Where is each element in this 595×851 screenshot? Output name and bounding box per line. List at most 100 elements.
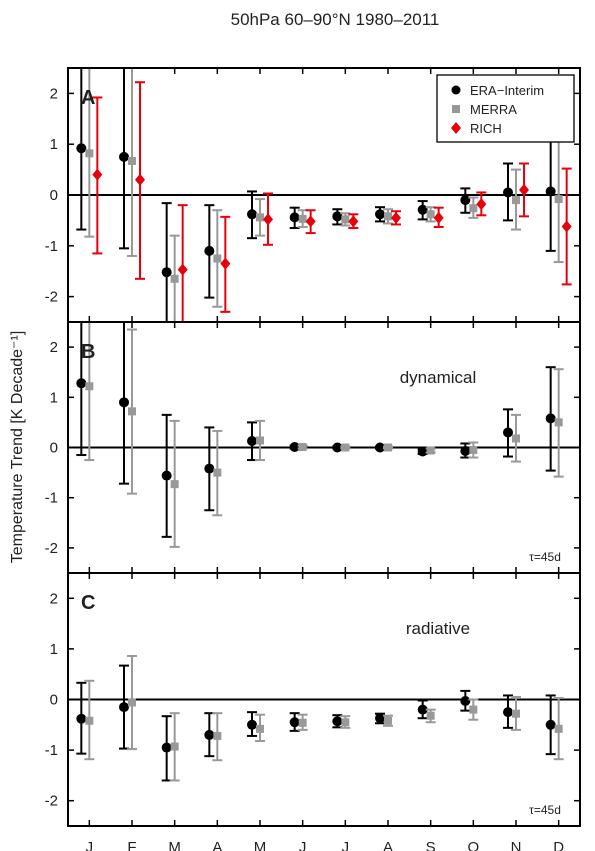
data-point — [256, 436, 264, 445]
panel-letter: B — [81, 341, 95, 363]
data-point — [460, 195, 471, 206]
data-point — [375, 209, 385, 220]
data-point — [332, 211, 343, 222]
data-point — [512, 196, 520, 205]
x-tick-label: M — [254, 839, 267, 851]
series-circle — [76, 68, 556, 322]
data-point — [469, 204, 478, 213]
y-tick-label: 1 — [50, 389, 58, 406]
data-point — [426, 711, 435, 720]
data-point — [554, 724, 563, 733]
data-point — [519, 183, 529, 196]
legend: ERA−Interim MERRA RICH — [436, 74, 575, 143]
data-point — [503, 187, 513, 198]
legend-label: MERRA — [470, 102, 517, 117]
data-point — [247, 209, 257, 220]
panel-annotation: dynamical — [400, 368, 477, 387]
data-point — [85, 382, 94, 391]
data-point — [213, 731, 222, 740]
y-axis-label: Temperature Trend [K Decade⁻¹] — [9, 331, 26, 564]
data-point — [220, 257, 231, 270]
x-tick-label: J — [342, 839, 350, 851]
data-point — [426, 210, 435, 219]
x-tick-label: J — [86, 839, 94, 851]
data-point — [469, 705, 478, 714]
y-tick-label: -2 — [45, 540, 58, 557]
data-point — [332, 442, 343, 453]
series-circle — [76, 322, 556, 538]
data-point — [375, 713, 385, 724]
data-point — [305, 215, 316, 228]
x-tick-label: F — [127, 839, 136, 851]
y-tick-label: -1 — [45, 490, 58, 507]
data-point — [213, 254, 222, 263]
series-diamond — [92, 81, 572, 322]
data-point — [503, 707, 513, 718]
data-point — [119, 151, 129, 162]
data-point — [417, 446, 428, 457]
y-tick-label: -2 — [45, 289, 58, 306]
panel-letter: A — [81, 87, 95, 109]
data-point — [545, 413, 556, 424]
data-point — [76, 378, 87, 389]
data-point — [545, 186, 556, 197]
y-tick-label: -1 — [45, 238, 58, 255]
data-point — [170, 480, 179, 489]
data-point — [128, 698, 136, 707]
data-point — [512, 709, 520, 718]
data-point — [92, 168, 103, 181]
y-tick-label: 0 — [50, 440, 58, 457]
y-tick-label: 2 — [50, 590, 58, 607]
data-point — [460, 446, 471, 457]
data-point — [170, 742, 179, 751]
data-point — [332, 716, 343, 727]
legend-label: RICH — [470, 121, 502, 136]
data-point — [204, 729, 215, 740]
data-point — [503, 427, 513, 438]
data-point — [204, 463, 215, 474]
series-circle — [76, 664, 556, 782]
panel-annotation: radiative — [406, 619, 470, 638]
data-point — [256, 724, 264, 733]
panel-A-data — [76, 68, 572, 322]
panel-B-data — [76, 322, 564, 548]
data-point — [247, 435, 257, 446]
data-point — [417, 704, 428, 715]
y-tick-label: 1 — [50, 136, 58, 153]
y-tick-label: 0 — [50, 187, 58, 204]
data-point — [375, 442, 385, 453]
data-point — [298, 214, 307, 223]
data-point — [460, 696, 471, 707]
legend-marker — [451, 122, 461, 134]
y-tick-label: 2 — [50, 85, 58, 102]
data-point — [298, 442, 307, 451]
data-point — [161, 742, 172, 753]
x-tick-label: D — [553, 839, 564, 851]
y-tick-label: 2 — [50, 339, 58, 356]
data-point — [289, 212, 300, 223]
data-point — [545, 719, 556, 730]
x-tick-label: S — [426, 839, 436, 851]
panel-C-data — [76, 654, 564, 782]
data-point — [247, 719, 257, 730]
series-square — [84, 322, 564, 548]
y-tick-label: 1 — [50, 641, 58, 658]
data-point — [554, 418, 563, 427]
data-point — [289, 441, 300, 452]
data-point — [177, 263, 188, 276]
y-tick-label: 0 — [50, 692, 58, 709]
data-point — [119, 702, 129, 713]
panel-letter: C — [81, 592, 95, 614]
data-point — [289, 717, 300, 728]
data-point — [341, 443, 350, 452]
data-point — [384, 443, 392, 452]
data-point — [256, 213, 264, 222]
data-point — [561, 220, 572, 233]
tau-label: τ=45d — [529, 803, 561, 817]
x-tick-label: A — [212, 839, 222, 851]
data-point — [384, 212, 392, 221]
